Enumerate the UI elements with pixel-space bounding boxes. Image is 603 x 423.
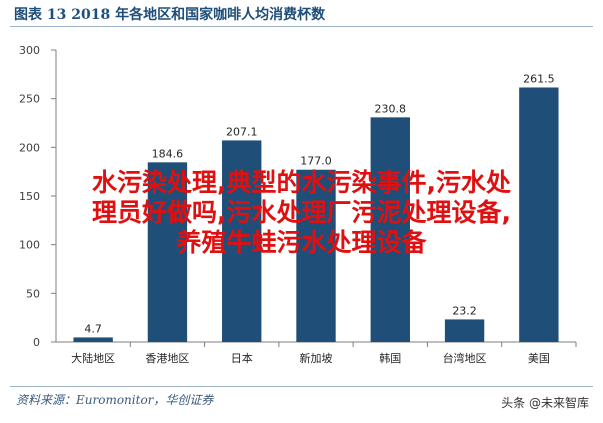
bar-value-label: 4.7 <box>84 322 102 335</box>
header-divider <box>10 26 593 27</box>
y-tick-label: 100 <box>19 239 40 252</box>
bar <box>519 87 559 342</box>
y-tick-label: 200 <box>19 141 40 154</box>
y-tick-label: 250 <box>19 93 40 106</box>
bar-chart: 0 50 100 150 200 250 300 4.7 大陆地区 184.6 香港地区 207.1 日… <box>19 44 577 365</box>
bar <box>147 162 188 342</box>
bar-value-label: 23.2 <box>452 304 477 317</box>
bar-value-label: 207.1 <box>226 125 258 138</box>
bar <box>73 337 113 342</box>
x-tick-label: 韩国 <box>379 351 401 365</box>
overlay-line-1: 水污染处理,典型的水污染事件,污水处 <box>92 168 511 197</box>
watermark-brand: 头条 @未来智库 <box>501 396 589 410</box>
y-tick-label: 50 <box>26 287 40 300</box>
bar <box>296 169 336 342</box>
overlay-line-2: 理员好做吗,污水处理厂污泥处理设备, <box>92 198 511 227</box>
overlay-line-3: 养殖牛蛙污水处理设备 <box>176 228 427 257</box>
y-tick-label: 0 <box>33 336 40 349</box>
bar <box>370 117 410 342</box>
x-tick-label: 日本 <box>231 351 253 365</box>
y-tick-label: 300 <box>19 44 40 57</box>
x-tick-label: 大陆地区 <box>71 351 115 365</box>
bar-value-label: 230.8 <box>375 102 407 115</box>
bar <box>222 140 262 342</box>
x-tick-label: 香港地区 <box>145 352 189 365</box>
overlay-text: 水污染处理,典型的水污染事件,污水处 理员好做吗,污水处理厂污泥处理设备, 养殖… <box>0 168 603 258</box>
source-note: 资料来源：Euromonitor，华创证券 <box>16 393 214 407</box>
figure-header: 图表 13 2018 年各地区和国家咖啡人均消费杯数 <box>0 0 603 24</box>
bar-value-label: 177.0 <box>300 155 332 168</box>
bar-value-label: 261.5 <box>523 72 555 85</box>
bar <box>444 319 485 342</box>
x-tick-label: 美国 <box>528 352 550 365</box>
y-tick-label: 150 <box>19 190 40 203</box>
footer-divider <box>10 386 593 387</box>
figure-title: 图表 13 2018 年各地区和国家咖啡人均消费杯数 <box>14 7 326 23</box>
bar-value-label: 184.6 <box>152 147 184 160</box>
x-tick-label: 台湾地区 <box>443 351 487 365</box>
x-tick-label: 新加坡 <box>300 351 333 365</box>
